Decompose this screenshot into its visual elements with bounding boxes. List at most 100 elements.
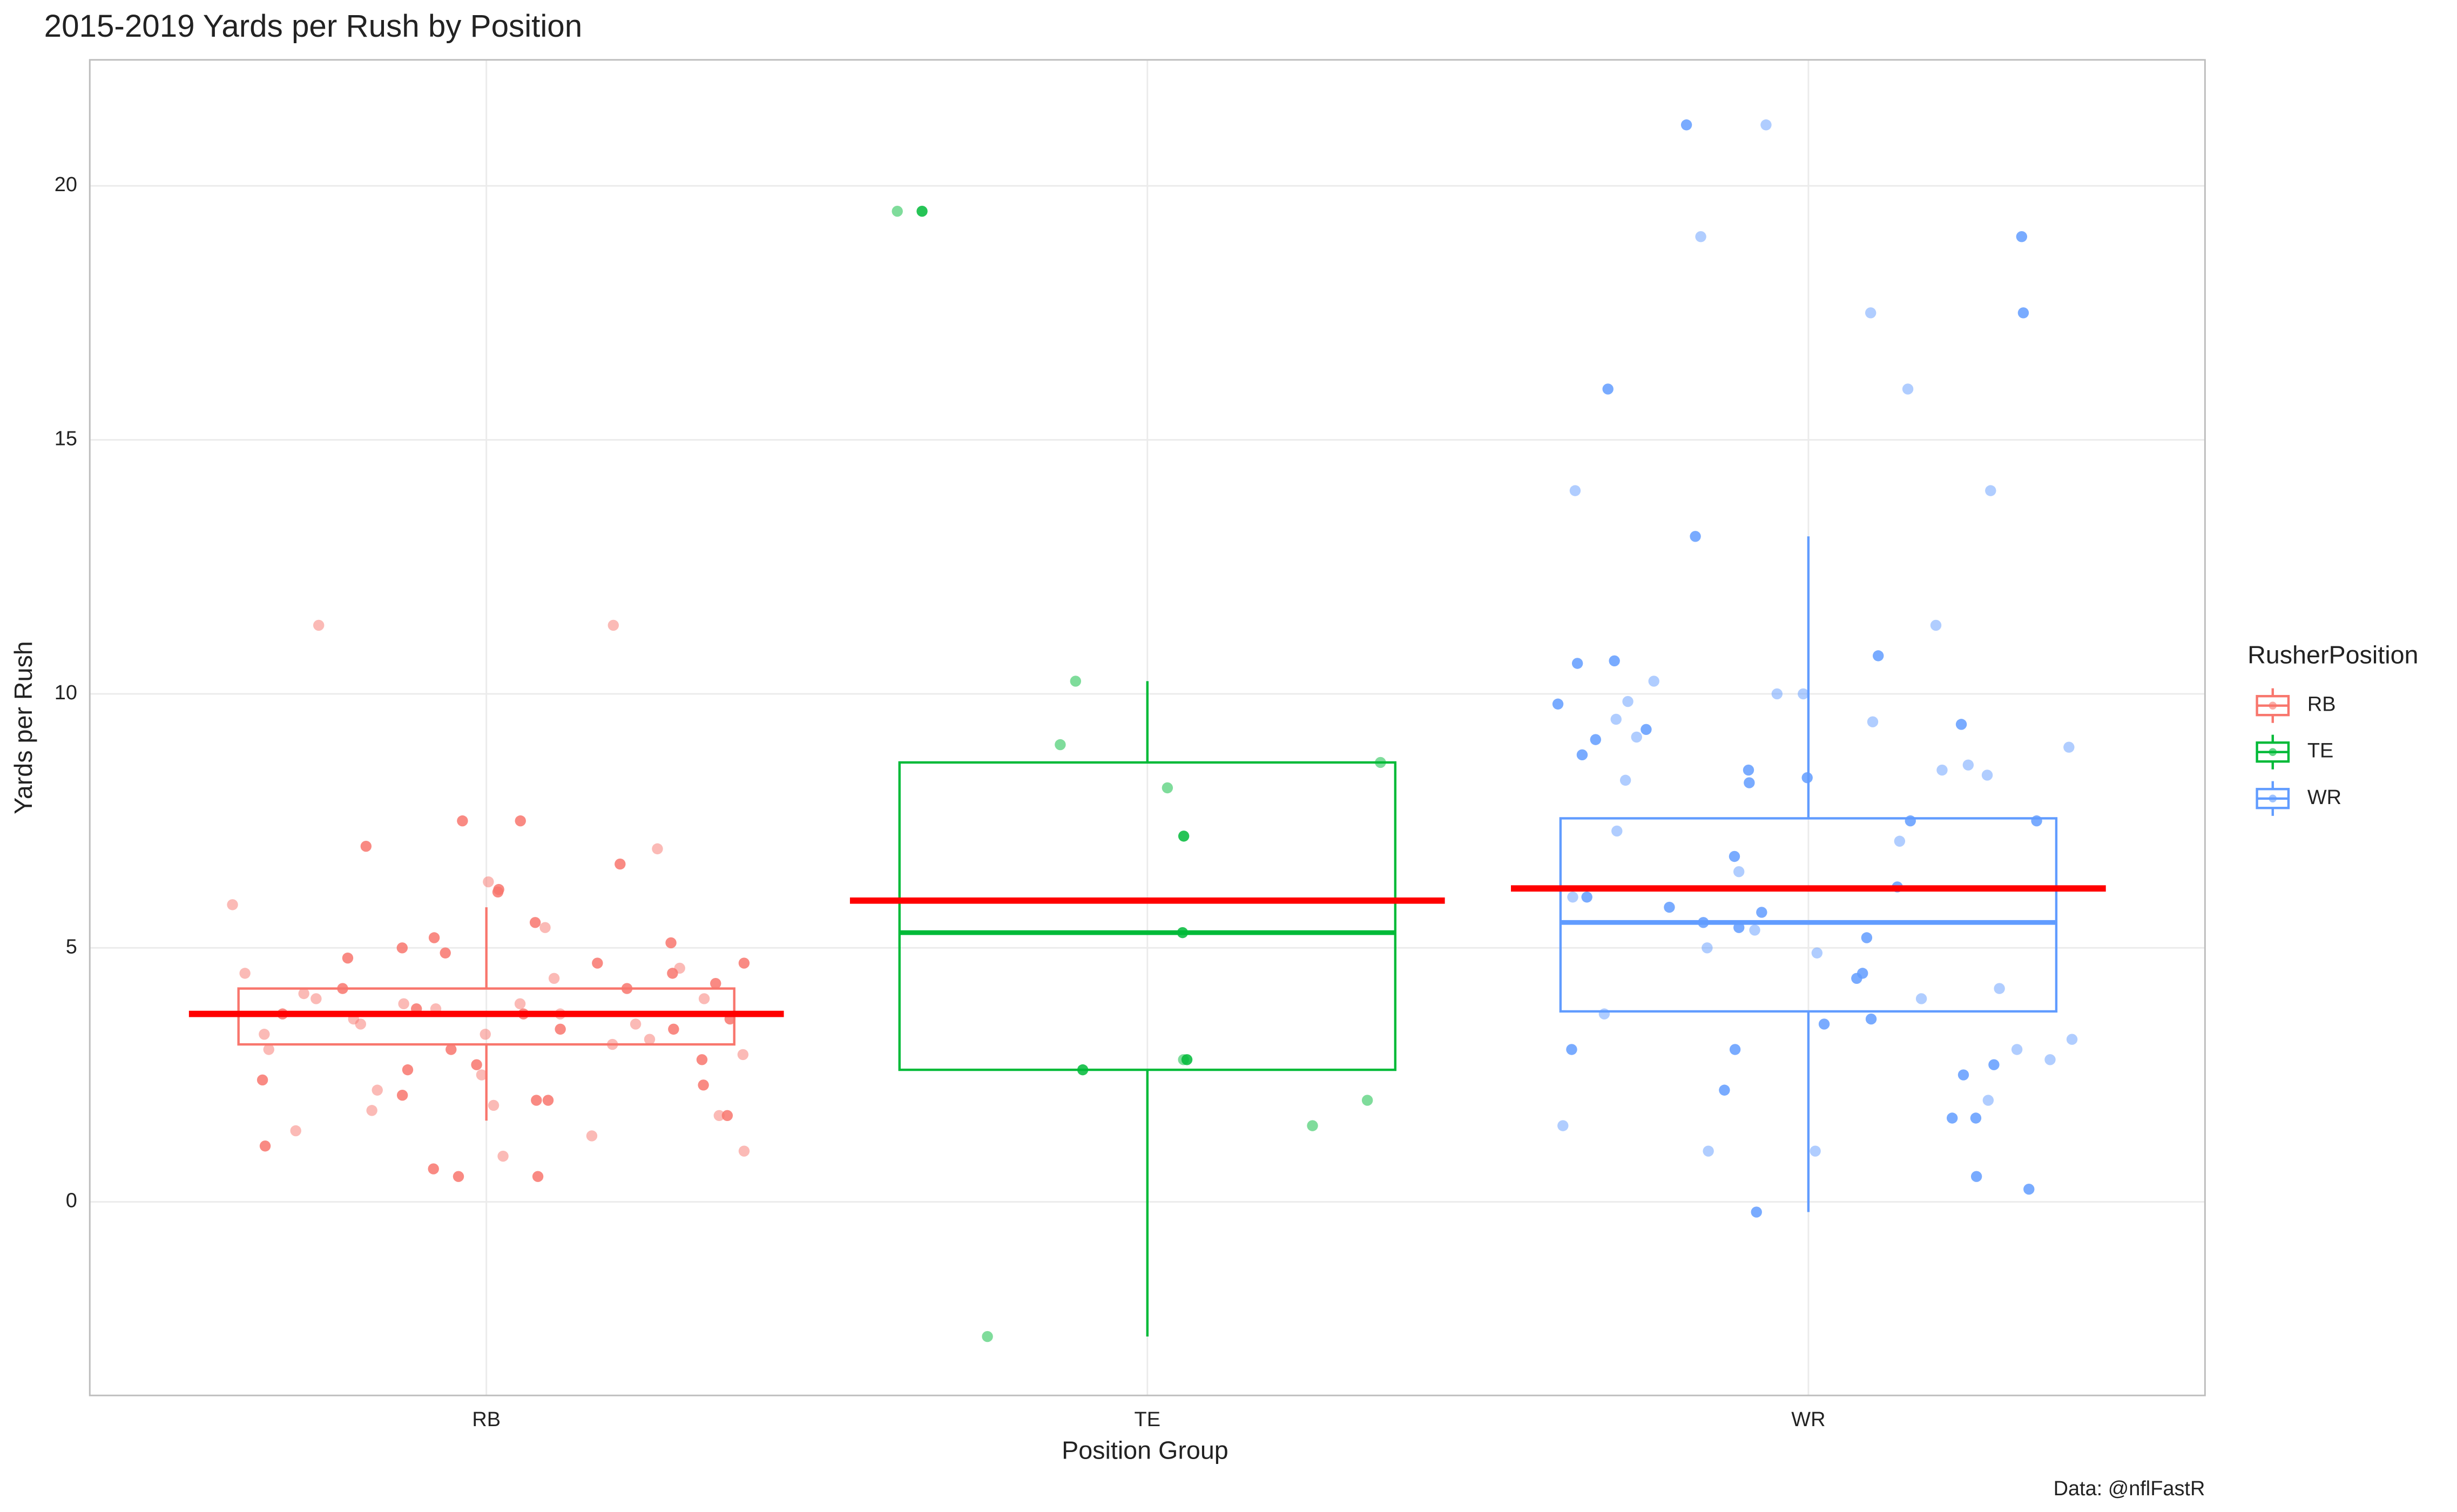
point [737,1049,749,1061]
point [1985,485,1996,496]
point [1756,907,1767,918]
chart-title: 2015-2019 Yards per Rush by Position [44,9,583,44]
y-tick-label: 10 [55,681,77,704]
point [398,998,409,1010]
point [1865,1013,1877,1025]
point [440,947,451,959]
point [539,922,551,933]
legend-label: WR [2307,786,2341,809]
x-axis-title: Position Group [1062,1436,1228,1464]
point [555,1023,566,1035]
point [1981,770,1993,781]
point [446,1044,457,1055]
point [1648,676,1659,687]
point [1744,777,1755,788]
point [1581,892,1592,903]
legend-label: RB [2307,693,2336,716]
point [698,1079,709,1091]
point [1930,619,1942,631]
point [259,1029,270,1040]
point [1818,1018,1830,1030]
point [1590,734,1602,745]
point [1552,698,1564,710]
point [1946,1112,1958,1124]
point [644,1034,656,1045]
point [1970,1112,1982,1124]
point [227,899,238,910]
point [738,1145,750,1157]
point [1375,757,1386,768]
point [665,937,677,949]
point [1902,383,1914,395]
point [2066,1034,2078,1045]
point [1619,774,1631,786]
point [457,815,468,827]
point [1690,531,1701,542]
point [548,973,560,984]
point [313,619,325,631]
point [1610,713,1622,725]
point [1958,1069,1969,1081]
legend-key [2269,701,2277,710]
y-tick-label: 5 [66,935,77,958]
point [1743,764,1754,776]
point [608,619,619,631]
point [892,205,903,217]
point [256,1074,268,1086]
point [1611,825,1623,837]
point [1567,892,1578,903]
point [2016,231,2028,242]
box [1559,817,2058,1013]
point [1733,866,1745,878]
point [529,917,541,928]
point [1962,759,1974,771]
point [1641,724,1652,735]
point [1982,1095,1994,1106]
point [1865,307,1877,319]
point [1569,485,1581,496]
point [710,977,721,989]
point [1077,1064,1089,1076]
point [1703,1145,1714,1157]
point [1719,1084,1730,1096]
point [1936,764,1948,776]
point [1955,719,1967,730]
point [696,1054,708,1065]
y-tick-label: 0 [66,1190,77,1212]
point [738,957,750,969]
point [290,1125,301,1137]
point [355,1018,366,1030]
point [428,1163,439,1174]
point [1760,119,1772,131]
point [2031,815,2042,827]
point [1810,1145,1821,1157]
y-tick-label: 15 [55,428,77,450]
point [1055,739,1066,751]
point [2044,1054,2056,1065]
point [1729,850,1740,862]
point [1749,924,1760,936]
point [453,1171,464,1182]
point [1798,688,1809,700]
point [1680,119,1692,131]
x-tick-label: RB [472,1408,501,1431]
point [1873,650,1884,662]
point [471,1059,482,1070]
point [514,998,526,1010]
point [698,993,710,1004]
point [402,1064,414,1076]
point [2011,1044,2023,1055]
legend-title: RusherPosition [2247,641,2418,669]
point [396,942,408,954]
point [492,886,504,898]
plot-area [188,119,2106,1342]
point [1698,917,1709,928]
point [342,952,354,964]
point [1894,835,1906,847]
point [1994,983,2005,994]
point [1566,1044,1577,1055]
point [1602,383,1614,395]
point [1609,655,1620,666]
point [366,1105,377,1116]
